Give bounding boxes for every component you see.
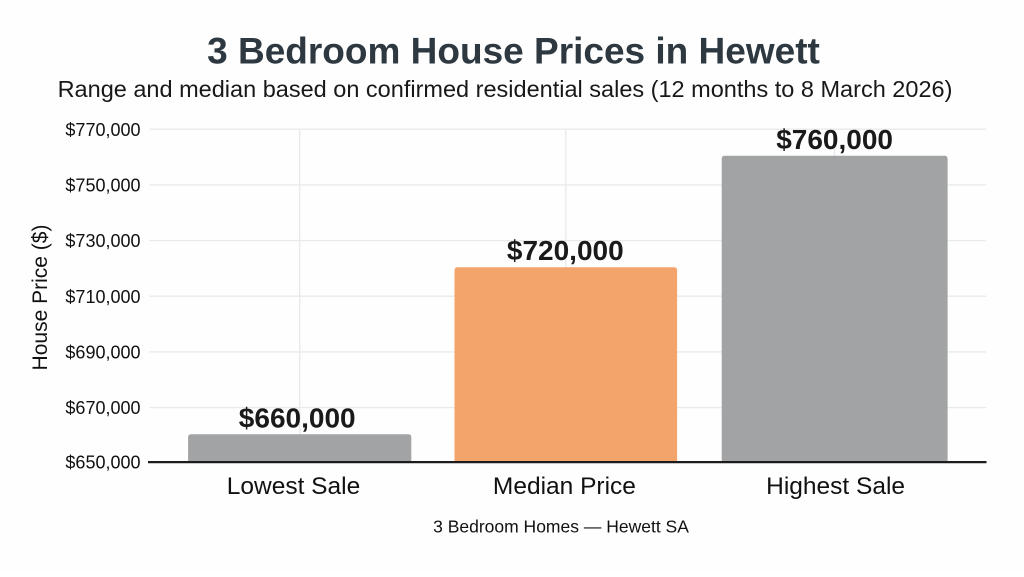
svg-text:$650,000: $650,000 <box>65 453 140 473</box>
svg-text:$750,000: $750,000 <box>65 176 140 196</box>
svg-text:$660,000: $660,000 <box>239 402 356 433</box>
svg-text:$670,000: $670,000 <box>65 398 140 418</box>
svg-text:$730,000: $730,000 <box>65 231 140 251</box>
svg-text:Median Price: Median Price <box>493 473 636 500</box>
svg-text:3 Bedroom Homes — Hewett SA: 3 Bedroom Homes — Hewett SA <box>433 517 689 537</box>
svg-text:$770,000: $770,000 <box>65 120 140 140</box>
svg-text:House Price ($): House Price ($) <box>29 225 52 371</box>
svg-text:Lowest Sale: Lowest Sale <box>227 473 360 500</box>
svg-text:Highest Sale: Highest Sale <box>766 473 905 500</box>
svg-text:$720,000: $720,000 <box>507 235 624 266</box>
svg-text:3 Bedroom House Prices in Hewe: 3 Bedroom House Prices in Hewett <box>207 31 820 72</box>
svg-text:$710,000: $710,000 <box>65 287 140 307</box>
svg-text:$760,000: $760,000 <box>776 124 893 155</box>
svg-text:$690,000: $690,000 <box>65 343 140 363</box>
svg-text:Range and median based on conf: Range and median based on confirmed resi… <box>58 76 953 102</box>
